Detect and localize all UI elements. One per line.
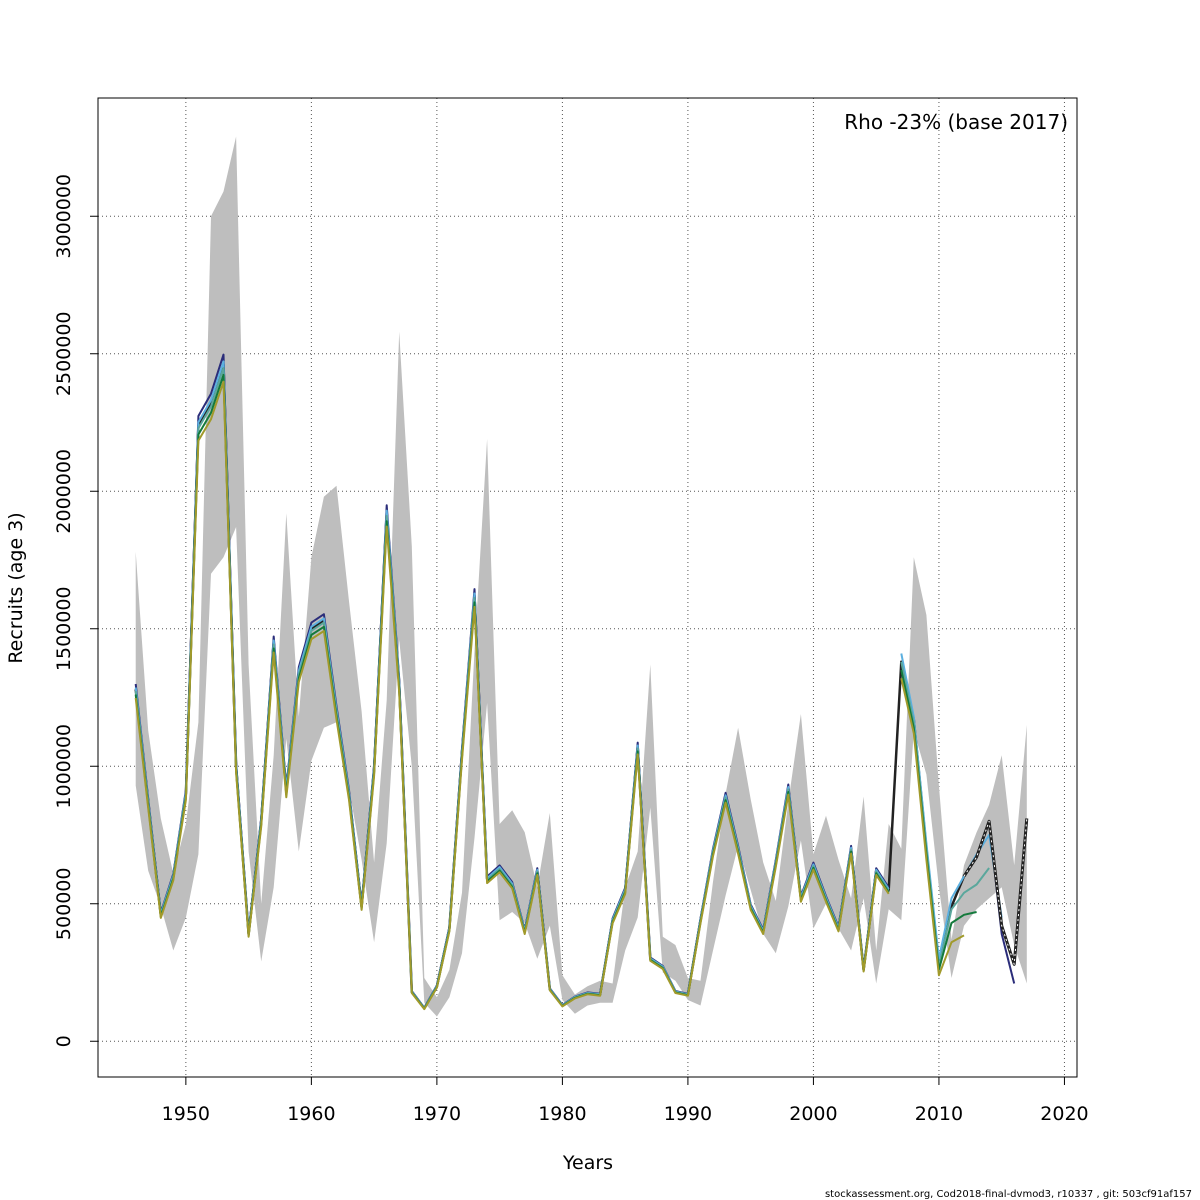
x-tick-label: 1950 <box>162 1103 210 1125</box>
y-tick-label: 2500000 <box>53 311 75 396</box>
x-tick-label: 1990 <box>664 1103 712 1125</box>
x-tick-label: 2010 <box>915 1103 963 1125</box>
rho-annotation: Rho -23% (base 2017) <box>844 110 1068 134</box>
base-terminal-dots <box>963 818 1028 965</box>
axes-layer: 1950 1960 1970 1980 1990 2000 2010 2020 0 500000 1… <box>53 174 1089 1125</box>
y-tick-label: 1000000 <box>53 724 75 809</box>
peel-history-line <box>134 380 890 1011</box>
x-tick-label: 1960 <box>287 1103 335 1125</box>
x-tick-label: 2020 <box>1040 1103 1088 1125</box>
y-tick-label: 500000 <box>53 868 75 941</box>
y-tick-label: 0 <box>53 1035 75 1047</box>
x-axis-title: Years <box>562 1152 613 1174</box>
footer-source: stockassessment.org, Cod2018-final-dvmod… <box>825 1189 1192 1200</box>
x-tick-label: 1970 <box>413 1103 461 1125</box>
confidence-band <box>135 136 1027 1017</box>
x-tick-label: 2000 <box>789 1103 837 1125</box>
y-tick-label: 1500000 <box>53 586 75 671</box>
confidence-band-layer <box>135 136 1027 1017</box>
series-lines-layer <box>134 353 1029 1011</box>
y-tick-label: 3000000 <box>53 174 75 259</box>
peel-line <box>900 678 965 977</box>
y-axis-title: Recruits (age 3) <box>5 512 27 663</box>
x-tick-label: 1980 <box>538 1103 586 1125</box>
y-tick-label: 2000000 <box>53 449 75 534</box>
